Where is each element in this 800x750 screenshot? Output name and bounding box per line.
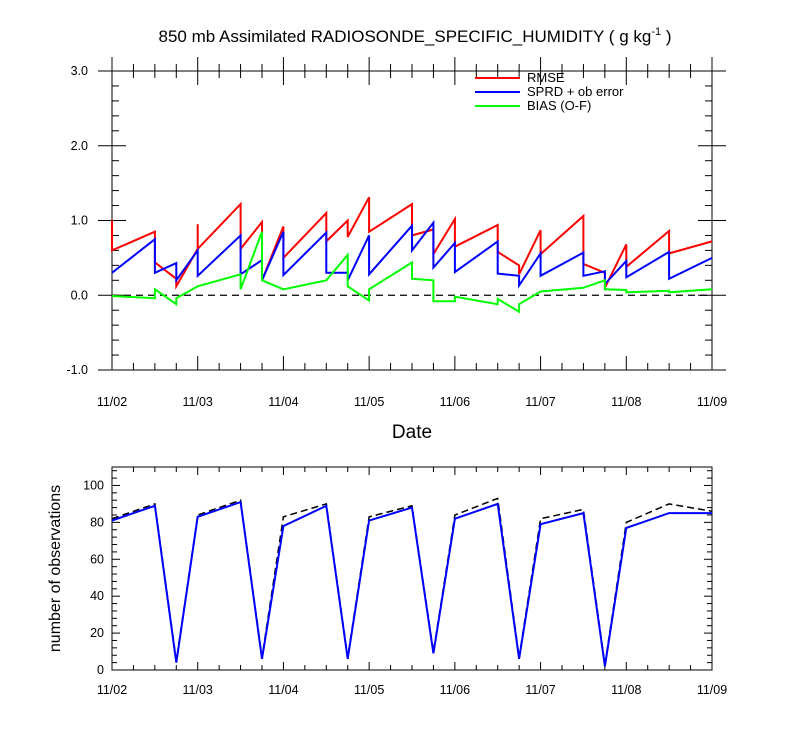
x-tick-label: 11/06 xyxy=(440,395,470,409)
series-line-rmse xyxy=(111,196,713,291)
x-tick-label: 11/02 xyxy=(97,395,127,409)
x-tick-label: 11/05 xyxy=(354,683,384,697)
y-tick-label: 0.0 xyxy=(71,288,88,302)
x-axis-title: Date xyxy=(392,422,432,443)
x-tick-label: 11/04 xyxy=(268,683,298,697)
x-tick-label: 11/08 xyxy=(611,683,641,697)
y-tick-label: 0 xyxy=(97,663,104,677)
y-tick-label: 60 xyxy=(90,552,104,566)
y-tick-label: 20 xyxy=(90,626,104,640)
plot-frame xyxy=(111,466,713,671)
x-tick-label: 11/03 xyxy=(183,395,213,409)
series-line-0 xyxy=(111,497,713,665)
x-tick-label: 11/09 xyxy=(697,683,727,697)
y-tick-label: 3.0 xyxy=(71,64,88,78)
series-line-bias-o-f xyxy=(111,231,713,314)
x-tick-label: 11/07 xyxy=(525,395,555,409)
legend-label: RMSE xyxy=(527,70,565,85)
y-tick-label: 2.0 xyxy=(71,139,88,153)
y-tick-label: 100 xyxy=(83,478,104,492)
x-tick-label: 11/03 xyxy=(183,683,213,697)
legend-label: SPRD + ob error xyxy=(527,84,624,99)
bottom-panel: 11/02 11/03 11/04 11/05 11/06 11/07 11/08 11/09… xyxy=(47,466,727,697)
y-axis-title: number of observations xyxy=(47,485,64,652)
x-tick-label: 11/04 xyxy=(268,395,298,409)
series-line-1 xyxy=(111,500,712,667)
series-line-sprd-ob-error xyxy=(111,219,713,289)
y-tick-label: 80 xyxy=(90,515,104,529)
x-tick-label: 11/08 xyxy=(611,395,641,409)
y-tick-label: 40 xyxy=(90,589,104,603)
y-tick-label: 1.0 xyxy=(71,214,88,228)
x-tick-label: 11/05 xyxy=(354,395,384,409)
x-tick-label: 11/09 xyxy=(697,395,727,409)
x-tick-label: 11/06 xyxy=(440,683,470,697)
legend-label: BIAS (O-F) xyxy=(527,98,591,113)
top-panel: 11/02 11/03 11/04 11/05 11/06 11/07 11/08 11/09… xyxy=(66,57,727,443)
chart-title: 850 mb Assimilated RADIOSONDE_SPECIFIC_H… xyxy=(159,26,672,46)
x-tick-label: 11/07 xyxy=(525,683,555,697)
y-tick-label: -1.0 xyxy=(66,363,88,377)
x-tick-label: 11/02 xyxy=(97,683,127,697)
